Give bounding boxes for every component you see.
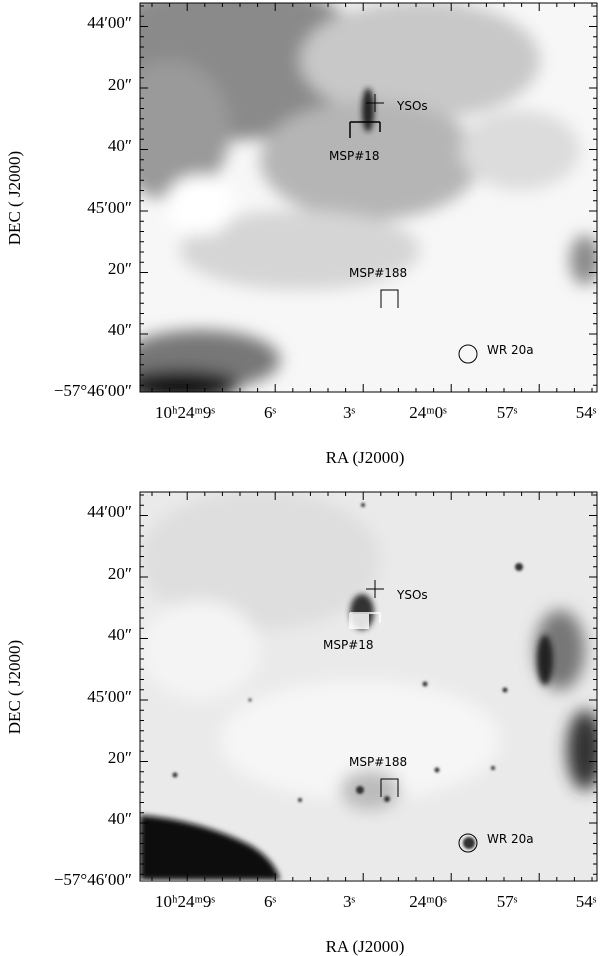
y-tick-label: −57°46′00″: [54, 870, 132, 889]
annotation: MSP#188: [349, 755, 407, 769]
x-tick-label: 3ˢ: [343, 403, 356, 422]
annotation: MSP#18: [323, 638, 374, 652]
y-tick-label: 20″: [108, 564, 132, 583]
y-axis-label: DEC ( J2000): [5, 151, 24, 245]
annotation: WR 20a: [487, 832, 534, 846]
x-tick-label: 57ˢ: [497, 892, 518, 911]
x-axis-label: RA (J2000): [326, 448, 405, 467]
y-tick-label: 20″: [108, 259, 132, 278]
annotation: MSP#188: [349, 266, 407, 280]
x-tick-label: 54ˢ: [576, 403, 597, 422]
x-tick-label: 6ˢ: [264, 403, 277, 422]
x-tick-label: 10ʰ24ᵐ9ˢ: [155, 403, 215, 422]
y-tick-label: −57°46′00″: [54, 381, 132, 400]
msp188-box: [380, 778, 399, 797]
y-tick-label: 40″: [108, 625, 132, 644]
y-axis-label: DEC ( J2000): [5, 640, 24, 734]
msp188-box: [380, 289, 399, 308]
image-top: [140, 3, 597, 392]
x-tick-label: 3ˢ: [343, 892, 356, 911]
x-axis-label: RA (J2000): [326, 937, 405, 956]
x-tick-label: 24ᵐ0ˢ: [409, 892, 447, 911]
y-tick-label: 20″: [108, 748, 132, 767]
yso-cross: [366, 580, 384, 598]
wr20a-circle: [458, 833, 478, 853]
x-tick-label: 54ˢ: [576, 892, 597, 911]
frame: [139, 491, 598, 882]
msp18-box: [349, 612, 381, 629]
y-tick-label: 40″: [108, 809, 132, 828]
annotation: WR 20a: [487, 343, 534, 357]
y-tick-label: 45′00″: [87, 687, 132, 706]
y-tick-label: 44′00″: [87, 13, 132, 32]
yso-cross: [366, 94, 384, 112]
frame: [139, 2, 598, 393]
y-tick-label: 44′00″: [87, 502, 132, 521]
y-tick-label: 45′00″: [87, 198, 132, 217]
y-tick-label: 20″: [108, 75, 132, 94]
annotation: MSP#18: [329, 149, 380, 163]
msp18-box: [351, 614, 369, 629]
x-tick-label: 6ˢ: [264, 892, 277, 911]
image-bottom: [140, 492, 597, 880]
panel: 44′00″ 20″ 40″ 45′00″ 20″ 40″ −57°46′00″ 10ʰ24ᵐ…: [5, 491, 598, 956]
x-tick-label: 57ˢ: [497, 403, 518, 422]
y-tick-label: 40″: [108, 320, 132, 339]
x-tick-label: 10ʰ24ᵐ9ˢ: [155, 892, 215, 911]
annotation: YSOs: [396, 99, 428, 113]
annotation: YSOs: [396, 588, 428, 602]
y-tick-label: 40″: [108, 136, 132, 155]
x-tick-label: 24ᵐ0ˢ: [409, 403, 447, 422]
wr20a-circle: [458, 344, 478, 364]
panel: 44′00″ 20″ 40″ 45′00″ 20″ 40″ −57°46′00″ 10ʰ24ᵐ…: [5, 2, 598, 467]
msp18-box: [349, 121, 381, 138]
